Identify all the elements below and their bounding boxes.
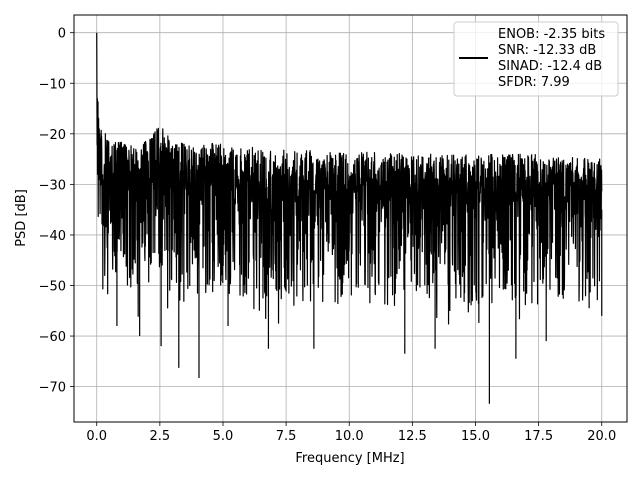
legend-sfdr: SFDR: 7.99 — [498, 75, 570, 90]
x-tick-label: 20.0 — [587, 429, 616, 444]
legend: ENOB: -2.35 bits SNR: -12.33 dB SINAD: -… — [453, 21, 619, 97]
x-tick-label: 2.5 — [150, 429, 171, 444]
x-tick-label: 15.0 — [461, 429, 490, 444]
x-axis-ticks: 0.0 2.5 5.0 7.5 10.0 12.5 15.0 17.5 20.0 — [86, 422, 616, 444]
x-axis-label: Frequency [MHz] — [295, 451, 404, 466]
y-tick-label: 0 — [58, 27, 66, 42]
plot-frame — [73, 14, 628, 423]
y-tick-label: −50 — [39, 279, 66, 294]
y-tick-label: −10 — [39, 77, 66, 92]
legend-box — [453, 21, 619, 97]
y-axis-label: PSD [dB] — [14, 189, 29, 247]
y-tick-label: −70 — [39, 381, 66, 396]
legend-sinad: SINAD: -12.4 dB — [498, 59, 602, 74]
psd-line — [96, 32, 603, 404]
psd-series — [96, 32, 603, 404]
y-tick-label: −60 — [39, 330, 66, 345]
y-tick-label: −40 — [39, 229, 66, 244]
y-axis-ticks: 0 −10 −20 −30 −40 −50 −60 −70 — [39, 27, 74, 396]
x-tick-label: 17.5 — [524, 429, 553, 444]
x-tick-label: 12.5 — [398, 429, 427, 444]
x-tick-label: 10.0 — [335, 429, 364, 444]
y-tick-label: −30 — [39, 178, 66, 193]
legend-snr: SNR: -12.33 dB — [498, 43, 596, 58]
y-tick-label: −20 — [39, 128, 66, 143]
x-tick-label: 0.0 — [86, 429, 107, 444]
x-tick-label: 5.0 — [213, 429, 234, 444]
x-tick-label: 7.5 — [276, 429, 297, 444]
legend-enob: ENOB: -2.35 bits — [498, 27, 605, 42]
